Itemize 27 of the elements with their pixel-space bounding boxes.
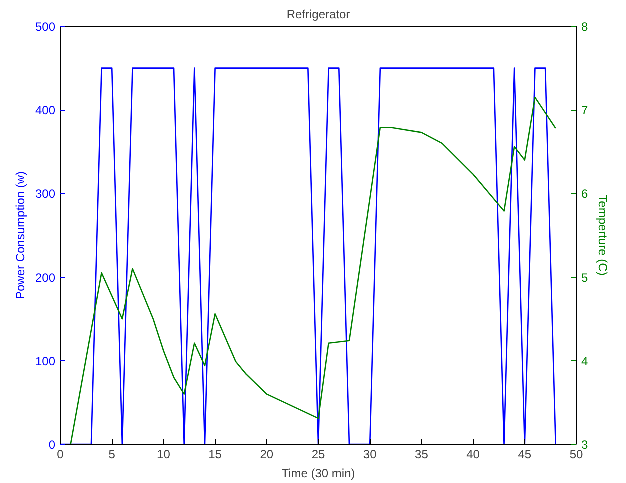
x-tick-label: 30 — [363, 448, 378, 462]
x-axis-title: Time (30 min) — [282, 466, 356, 480]
y-tick-label: 0 — [48, 438, 56, 452]
y2-tick-label: 4 — [582, 354, 588, 368]
y2-tick-label: 6 — [582, 187, 588, 202]
y-tick-label: 200 — [35, 270, 56, 285]
y-tick-label: 500 — [35, 20, 56, 34]
x-tick-label: 0 — [57, 448, 64, 462]
y-tick-label: 400 — [35, 104, 56, 118]
x-tick-label: 50 — [570, 448, 584, 462]
y2-tick-label: 3 — [582, 438, 588, 452]
y2-axis-title: Temperture (C) — [596, 195, 610, 276]
x-tick-label: 15 — [208, 448, 222, 462]
x-tick-label: 45 — [518, 448, 532, 462]
chart-title: Refrigerator — [286, 8, 350, 22]
x-tick-label: 40 — [466, 448, 480, 462]
y-tick-label: 100 — [35, 354, 56, 368]
x-tick-label: 10 — [157, 448, 171, 462]
x-tick-label: 25 — [312, 448, 326, 462]
x-tick-label: 5 — [108, 448, 116, 462]
y2-tick-label: 5 — [582, 270, 588, 285]
y2-tick-label: 8 — [582, 20, 588, 34]
y-axis-title: Power Consumption (w) — [13, 171, 28, 300]
x-tick-label: 35 — [415, 448, 429, 462]
y2-tick-label: 7 — [582, 104, 588, 118]
y-tick-label: 300 — [35, 187, 56, 202]
x-tick-label: 20 — [260, 448, 274, 462]
